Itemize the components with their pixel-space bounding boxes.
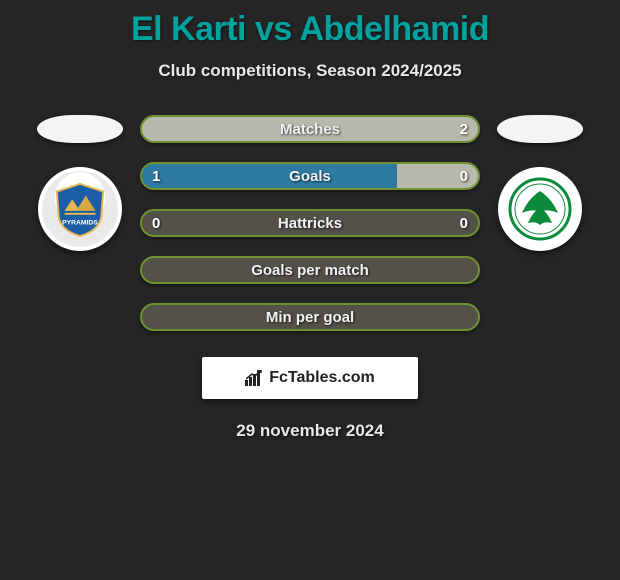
- stat-value-left: 0: [152, 211, 160, 235]
- stats-area: PYRAMIDS Matches2Goals10Hattricks00Goals…: [0, 115, 620, 331]
- fctables-banner[interactable]: FcTables.com: [202, 357, 418, 399]
- left-player-column: PYRAMIDS: [30, 115, 130, 251]
- stat-row-gpm: Goals per match: [140, 256, 480, 284]
- page-subtitle: Club competitions, Season 2024/2025: [0, 61, 620, 81]
- page-title: El Karti vs Abdelhamid: [0, 0, 620, 49]
- left-player-avatar: [37, 115, 123, 143]
- stat-label: Hattricks: [278, 215, 342, 232]
- svg-text:PYRAMIDS: PYRAMIDS: [62, 219, 98, 226]
- stat-value-right: 0: [460, 164, 468, 188]
- stat-row-matches: Matches 2: [140, 115, 480, 143]
- right-club-logo: [498, 167, 582, 251]
- stat-value-right: 2: [460, 117, 468, 141]
- right-player-avatar: [497, 115, 583, 143]
- stat-value-right: 0: [460, 211, 468, 235]
- stat-fill-left: [142, 164, 397, 188]
- masry-eagle-icon: [508, 177, 572, 241]
- pyramids-shield-icon: PYRAMIDS: [51, 180, 109, 238]
- stat-value-left: 1: [152, 164, 160, 188]
- stat-bars: Matches 2 Goals 1 0 Hattricks 0 0 Goals per matc…: [140, 115, 480, 331]
- chart-icon: [245, 370, 265, 386]
- stat-row-mpg: Min per goal: [140, 303, 480, 331]
- date-line: 29 november 2024: [0, 421, 620, 441]
- stat-label: Goals: [289, 168, 331, 185]
- banner-text: FcTables.com: [269, 369, 375, 387]
- left-club-logo: PYRAMIDS: [38, 167, 122, 251]
- stat-row-goals: Goals 1 0: [140, 162, 480, 190]
- stat-label: Matches: [280, 121, 340, 138]
- stat-label: Goals per match: [251, 262, 369, 279]
- stat-label: Min per goal: [266, 309, 354, 326]
- right-player-column: [490, 115, 590, 251]
- stat-row-hattricks: Hattricks 0 0: [140, 209, 480, 237]
